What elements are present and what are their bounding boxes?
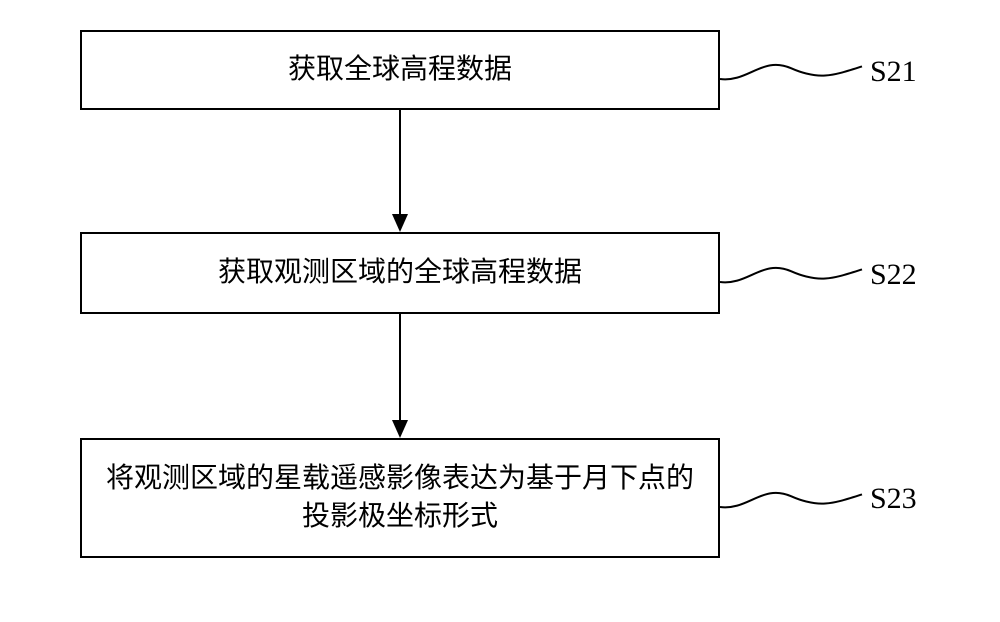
flow-step-b3: 将观测区域的星载遥感影像表达为基于月下点的投影极坐标形式 xyxy=(80,438,720,558)
flow-step-text: 获取观测区域的全球高程数据 xyxy=(200,254,600,292)
label-connector-0 xyxy=(720,53,866,87)
label-connector-1 xyxy=(720,256,866,290)
flow-step-b1: 获取全球高程数据 xyxy=(80,30,720,110)
flow-step-text: 获取全球高程数据 xyxy=(270,51,530,89)
step-label-l1: S21 xyxy=(870,55,917,89)
flow-arrow-1 xyxy=(390,314,410,440)
step-label-l3: S23 xyxy=(870,482,917,516)
flowchart-canvas: 获取全球高程数据获取观测区域的全球高程数据将观测区域的星载遥感影像表达为基于月下… xyxy=(0,0,1000,622)
flow-step-text: 将观测区域的星载遥感影像表达为基于月下点的投影极坐标形式 xyxy=(82,460,718,536)
flow-arrow-0 xyxy=(390,110,410,234)
flow-step-b2: 获取观测区域的全球高程数据 xyxy=(80,232,720,314)
label-connector-2 xyxy=(720,481,866,515)
step-label-l2: S22 xyxy=(870,258,917,292)
